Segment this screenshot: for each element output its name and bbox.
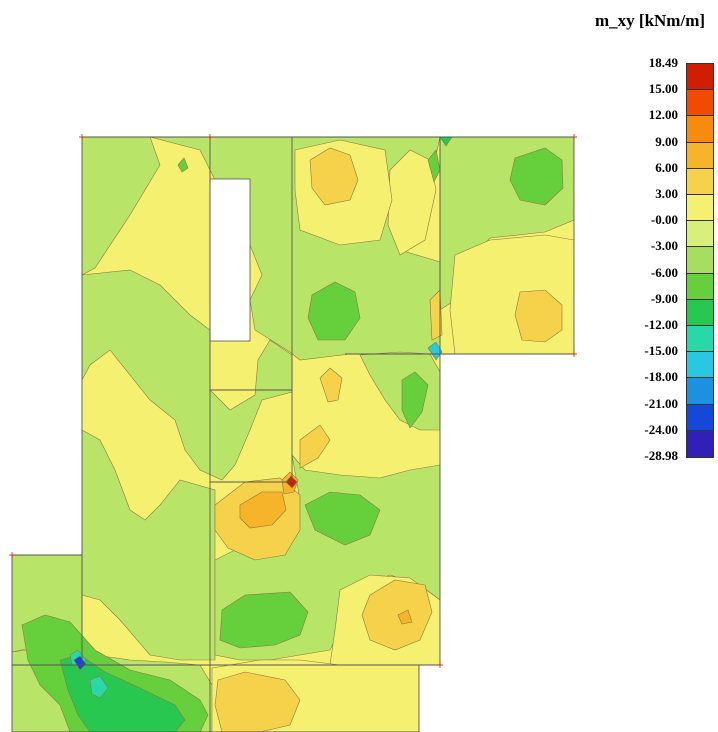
- legend-tick-label: -0.00: [650, 212, 678, 228]
- legend-tick-label: -6.00: [650, 264, 678, 280]
- legend-color-swatch: [686, 115, 714, 143]
- contour-band: [239, 491, 287, 529]
- contour-band: [299, 424, 331, 469]
- legend-tick-label: -12.00: [644, 317, 678, 332]
- legend-color-swatch: [686, 63, 714, 91]
- contour-band: [401, 371, 429, 429]
- legend-tick-label: -24.00: [644, 421, 678, 437]
- contour-band: [514, 289, 563, 343]
- legend-color-swatch: [686, 167, 714, 195]
- legend-tick-label: 3.00: [655, 186, 678, 201]
- legend-color-swatch: [686, 246, 714, 274]
- legend-tick-label: 6.00: [655, 159, 678, 175]
- contour-band: [214, 671, 301, 732]
- contour-band: [307, 281, 361, 341]
- legend-color-swatch: [686, 351, 714, 379]
- legend-tick-label: 18.49: [648, 55, 678, 70]
- legend-color-swatch: [686, 403, 714, 431]
- contour-band: [59, 654, 186, 732]
- contour-plot: [9, 134, 577, 732]
- contour-band: [429, 289, 443, 341]
- contour-band: [73, 655, 87, 671]
- legend-tick-label: 9.00: [655, 133, 678, 149]
- legend-tick-label: -3.00: [650, 238, 678, 254]
- legend-color-swatch: [686, 141, 714, 169]
- legend-color-swatch: [686, 429, 714, 458]
- contour-band: [427, 341, 443, 361]
- contour-band: [439, 137, 453, 147]
- contour-band: [177, 157, 189, 173]
- legend-color-swatch: [686, 272, 714, 300]
- legend-tick-label: 15.00: [648, 81, 678, 97]
- legend-color-swatch: [686, 325, 714, 353]
- legend-tick-label: -18.00: [644, 369, 678, 385]
- legend-color-swatch: [686, 194, 714, 222]
- legend-color-swatch: [686, 220, 714, 248]
- slab-outlines: [11, 136, 575, 732]
- legend-color-swatch: [686, 89, 714, 117]
- contour-band: [89, 675, 109, 699]
- legend-tick-label: -9.00: [650, 290, 678, 306]
- contour-band: [387, 149, 437, 256]
- contour-band: [219, 591, 309, 649]
- support-markers: [9, 134, 577, 668]
- legend-tick-label: -21.00: [644, 395, 678, 411]
- legend-tick-label: -28.98: [644, 448, 678, 463]
- contour-band: [449, 234, 574, 355]
- slab-contours: [12, 137, 574, 732]
- contour-band: [361, 579, 433, 651]
- contour-band: [304, 491, 381, 546]
- contour-band: [309, 147, 359, 206]
- legend-tick-label: 12.00: [648, 107, 678, 123]
- contour-band: [81, 429, 216, 661]
- slab-opening: [209, 178, 251, 342]
- legend-color-swatch: [686, 377, 714, 405]
- legend-title: m_xy [kNm/m]: [595, 11, 706, 30]
- legend-tick-label: -15.00: [644, 343, 678, 359]
- contour-band: [319, 367, 343, 403]
- legend-color-swatch: [686, 298, 714, 326]
- contour-band: [509, 147, 564, 206]
- contour-band: [397, 609, 413, 625]
